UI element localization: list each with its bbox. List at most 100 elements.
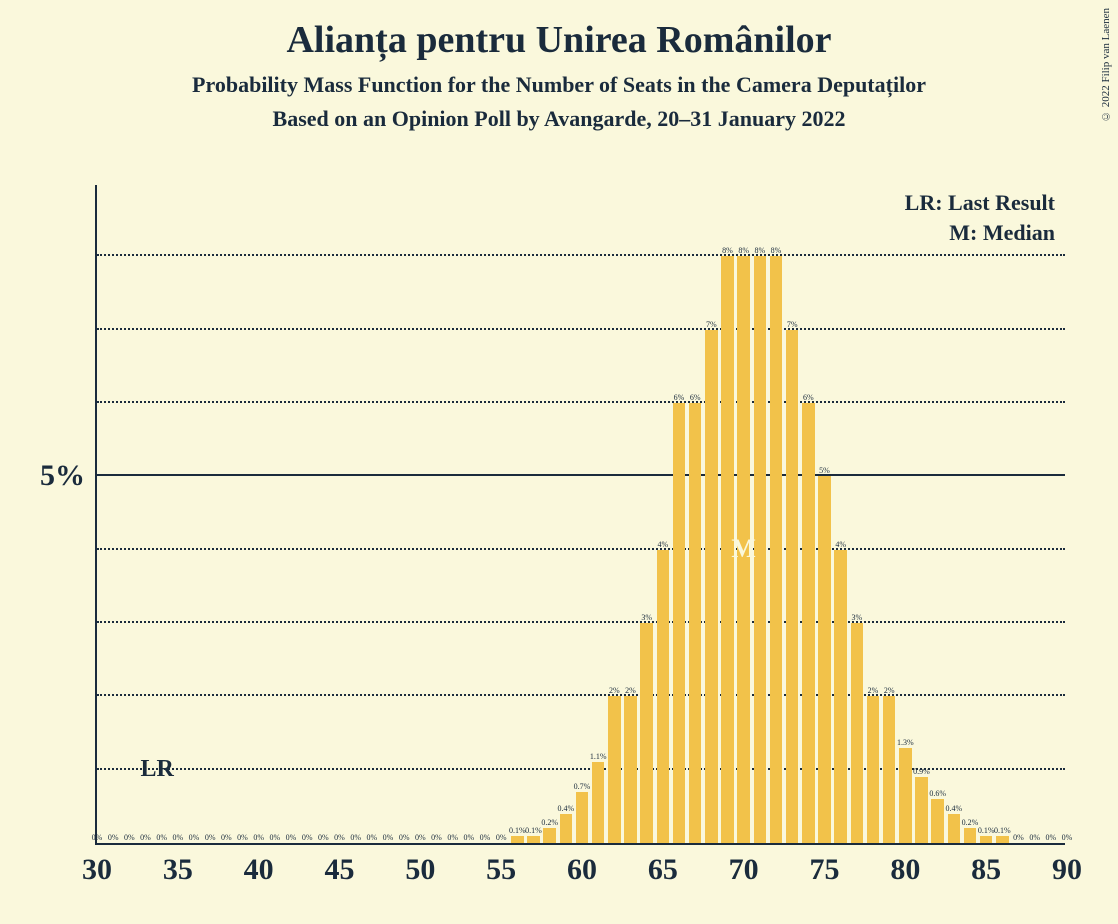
bar-value-label: 0% (463, 833, 474, 842)
bar-value-label: 0% (156, 833, 167, 842)
lr-annotation: LR (141, 756, 174, 783)
bar-value-label: 0% (237, 833, 248, 842)
bar-value-label: 0% (383, 833, 394, 842)
median-marker: M (731, 534, 756, 564)
bar-value-label: 0% (124, 833, 135, 842)
bar-value-label: 2% (625, 686, 636, 695)
bar: 6% (802, 403, 815, 843)
bar: 0.6% (931, 799, 944, 843)
bar: 6% (689, 403, 702, 843)
bar-value-label: 0.7% (574, 782, 591, 791)
x-axis-label: 40 (244, 853, 274, 887)
copyright-text: © 2022 Filip van Laenen (1100, 8, 1112, 122)
bar-value-label: 0% (399, 833, 410, 842)
bar-value-label: 0% (108, 833, 119, 842)
title-block: Alianța pentru Unirea Românilor Probabil… (0, 0, 1118, 132)
bar: 2% (608, 696, 621, 843)
bar: 1.1% (592, 762, 605, 843)
bar-value-label: 0% (172, 833, 183, 842)
bar: 2% (867, 696, 880, 843)
chart-basis: Based on an Opinion Poll by Avangarde, 2… (0, 106, 1118, 132)
bar: 6% (673, 403, 686, 843)
x-axis-label: 85 (971, 853, 1001, 887)
bar-value-label: 8% (738, 246, 749, 255)
bar: 8% (770, 256, 783, 843)
bar-value-label: 0% (496, 833, 507, 842)
bar-value-label: 0.1% (978, 826, 995, 835)
bar: 0.1% (527, 836, 540, 843)
bar-value-label: 0.6% (929, 789, 946, 798)
bar-value-label: 0% (221, 833, 232, 842)
bar: 3% (640, 623, 653, 843)
bar-value-label: 3% (851, 613, 862, 622)
bar: 0.1% (511, 836, 524, 843)
bar-value-label: 0% (205, 833, 216, 842)
x-axis-label: 75 (810, 853, 840, 887)
bar-value-label: 6% (690, 393, 701, 402)
bar: 7% (705, 330, 718, 843)
bar-value-label: 8% (722, 246, 733, 255)
bar-value-label: 0.1% (994, 826, 1011, 835)
bar: 0.4% (948, 814, 961, 843)
bar-value-label: 0.1% (525, 826, 542, 835)
x-axis-label: 80 (890, 853, 920, 887)
bar: 4% (834, 550, 847, 843)
bar-value-label: 2% (868, 686, 879, 695)
bar: 4% (657, 550, 670, 843)
y-axis-label: 5% (40, 459, 85, 493)
bar-value-label: 0.4% (945, 804, 962, 813)
chart-title: Alianța pentru Unirea Românilor (0, 18, 1118, 62)
bar-value-label: 6% (674, 393, 685, 402)
bar-value-label: 1.3% (897, 738, 914, 747)
bar-value-label: 0% (140, 833, 151, 842)
bar-value-label: 0% (318, 833, 329, 842)
bar-value-label: 0% (350, 833, 361, 842)
chart-area: LR: Last Result M: Median 0%0%0%0%0%0%0%… (95, 185, 1065, 845)
bar-value-label: 0% (366, 833, 377, 842)
x-axis-label: 50 (405, 853, 435, 887)
bar: 2% (883, 696, 896, 843)
bar-value-label: 0.1% (509, 826, 526, 835)
bars-container: 0% 0% 0% 0% 0% 0% 0% 0% 0% 0% 0% 0% 0% 0% 0% 0% 0% 0% 0% 0%… (97, 185, 1065, 843)
bar-value-label: 0% (1062, 833, 1073, 842)
bar-value-label: 0% (302, 833, 313, 842)
bar-value-label: 0% (269, 833, 280, 842)
bar: 0.1% (980, 836, 993, 843)
x-axis-label: 70 (729, 853, 759, 887)
bar: 0.2% (543, 828, 556, 843)
x-axis-label: 60 (567, 853, 597, 887)
bar-value-label: 8% (754, 246, 765, 255)
chart-subtitle: Probability Mass Function for the Number… (0, 72, 1118, 98)
x-axis-label: 55 (486, 853, 516, 887)
x-axis-label: 35 (163, 853, 193, 887)
x-axis-label: 30 (82, 853, 112, 887)
bar-value-label: 5% (819, 466, 830, 475)
bar-value-label: 2% (884, 686, 895, 695)
bar-value-label: 0% (431, 833, 442, 842)
bar-value-label: 4% (657, 540, 668, 549)
bar-value-label: 4% (835, 540, 846, 549)
bar: 1.3% (899, 748, 912, 843)
bar-value-label: 0% (480, 833, 491, 842)
bar-value-label: 0% (447, 833, 458, 842)
bar-value-label: 0.2% (962, 818, 979, 827)
bar-value-label: 3% (641, 613, 652, 622)
bar: 2% (624, 696, 637, 843)
bar: 0.7% (576, 792, 589, 843)
bar-value-label: 0.4% (557, 804, 574, 813)
bar-value-label: 0% (1013, 833, 1024, 842)
bar-value-label: 0% (286, 833, 297, 842)
bar-value-label: 0% (189, 833, 200, 842)
bar-value-label: 7% (706, 320, 717, 329)
bar: 3% (851, 623, 864, 843)
bar-value-label: 0% (334, 833, 345, 842)
bar-value-label: 1.1% (590, 752, 607, 761)
bar: 0.9% (915, 777, 928, 843)
plot: LR: Last Result M: Median 0%0%0%0%0%0%0%… (95, 185, 1065, 845)
x-axis-label: 65 (648, 853, 678, 887)
bar-value-label: 0.9% (913, 767, 930, 776)
x-axis-label: 90 (1052, 853, 1082, 887)
bar: 0.2% (964, 828, 977, 843)
bar-value-label: 0% (1045, 833, 1056, 842)
bar-value-label: 0.2% (541, 818, 558, 827)
